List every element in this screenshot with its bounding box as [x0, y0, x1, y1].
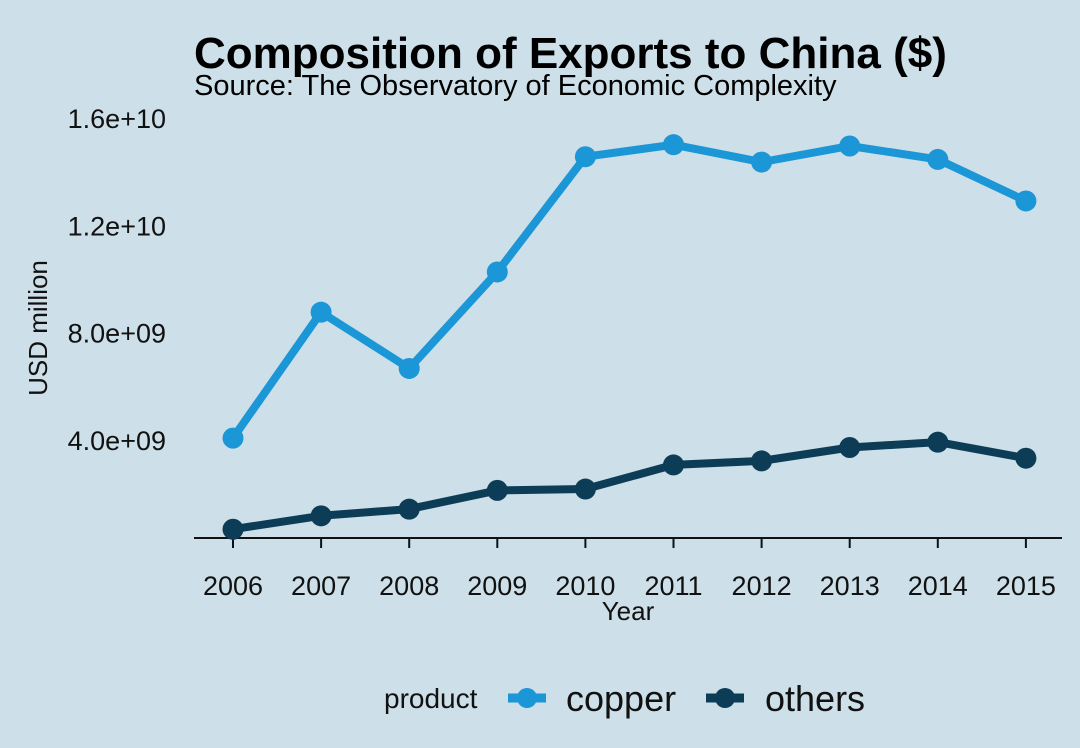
data-point-others [839, 437, 860, 458]
data-point-copper [751, 152, 772, 173]
data-point-copper [839, 136, 860, 157]
data-point-others [663, 454, 684, 475]
x-tick-label: 2008 [379, 571, 439, 601]
data-point-copper [311, 302, 332, 323]
legend-label-others: others [765, 678, 865, 719]
legend-item-others: others [706, 678, 865, 719]
data-point-copper [399, 358, 420, 379]
y-axis-ticks: 4.0e+09 8.0e+09 1.2e+10 1.6e+10 [68, 104, 166, 456]
y-axis-title: USD million [23, 260, 53, 396]
data-point-copper [663, 134, 684, 155]
data-point-others [927, 432, 948, 453]
data-point-copper [487, 261, 508, 282]
x-tick-label: 2013 [820, 571, 880, 601]
series-others [223, 432, 1037, 540]
data-point-copper [223, 428, 244, 449]
series-copper [223, 134, 1037, 448]
series-layer [223, 134, 1037, 540]
y-tick-label: 1.6e+10 [68, 104, 166, 134]
data-point-others [399, 499, 420, 520]
legend-key-others-marker [715, 688, 735, 708]
data-point-others [575, 479, 596, 500]
data-point-copper [1015, 190, 1036, 211]
data-point-copper [927, 149, 948, 170]
legend-label-copper: copper [566, 678, 676, 719]
x-tick-label: 2009 [467, 571, 527, 601]
x-axis-ticks: 2006 2007 2008 2009 2010 2011 2012 2013 2014 2015 [203, 538, 1056, 601]
x-tick-label: 2007 [291, 571, 351, 601]
legend-title: product [384, 683, 478, 714]
legend-item-copper: copper [508, 678, 676, 719]
chart-subtitle: Source: The Observatory of Economic Comp… [194, 70, 837, 102]
x-tick-label: 2014 [908, 571, 968, 601]
y-tick-label: 4.0e+09 [68, 426, 166, 456]
legend-key-copper-marker [517, 688, 537, 708]
x-tick-label: 2015 [996, 571, 1056, 601]
x-axis-title: Year [602, 596, 655, 626]
data-point-others [1015, 448, 1036, 469]
data-point-others [223, 519, 244, 540]
y-tick-label: 8.0e+09 [68, 319, 166, 349]
series-line-copper [233, 145, 1026, 438]
x-tick-label: 2012 [732, 571, 792, 601]
data-point-others [487, 480, 508, 501]
data-point-others [751, 450, 772, 471]
series-line-others [233, 442, 1026, 529]
x-tick-label: 2006 [203, 571, 263, 601]
y-tick-label: 1.2e+10 [68, 211, 166, 241]
data-point-copper [575, 146, 596, 167]
legend: product copper others [384, 678, 865, 719]
data-point-others [311, 505, 332, 526]
